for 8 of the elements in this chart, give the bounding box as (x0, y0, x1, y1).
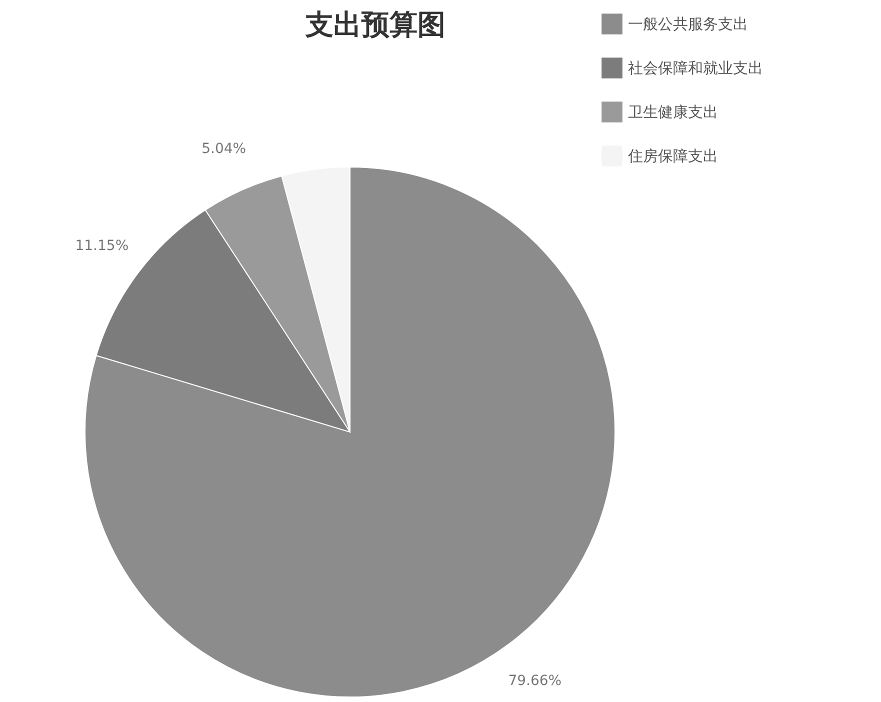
data-label: 5.04% (202, 140, 246, 157)
chart-title: 支出预算图 (304, 8, 446, 41)
data-label: 79.66% (508, 672, 562, 689)
legend-label: 住房保障支出 (627, 147, 718, 165)
legend-label: 一般公共服务支出 (628, 15, 748, 33)
legend-label: 社会保障和就业支出 (628, 59, 763, 77)
legend-label: 卫生健康支出 (628, 103, 718, 121)
data-label: 11.15% (75, 238, 129, 254)
